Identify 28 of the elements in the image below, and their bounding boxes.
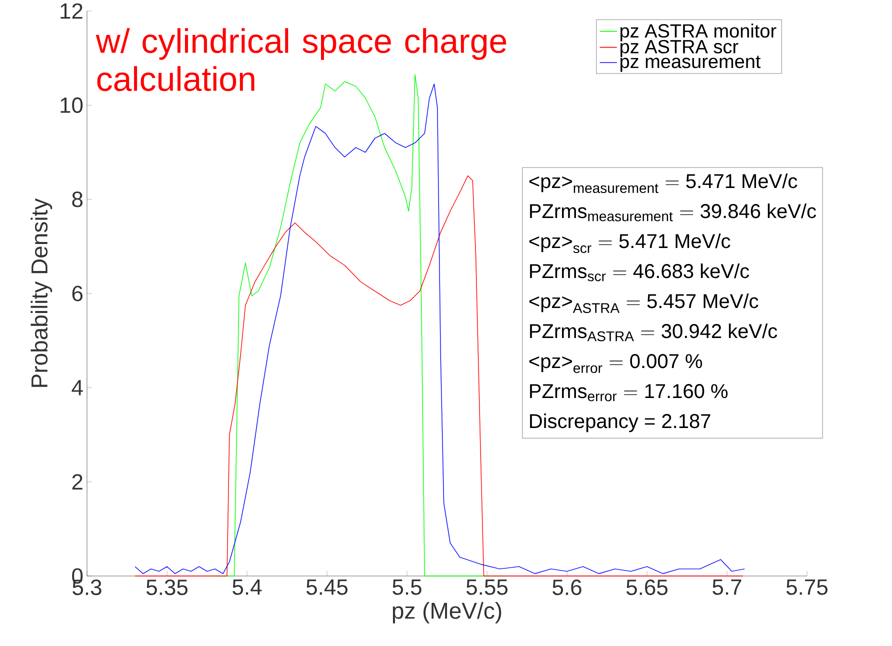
y-tick-label: 8 (72, 192, 83, 208)
x-tick-label: 5.45 (306, 580, 348, 595)
x-tick-label: 5.65 (626, 580, 668, 596)
y-tick-label: 2 (72, 474, 82, 490)
x-tick-label: 5.5 (392, 580, 422, 595)
x-tick-label: 5.6 (552, 580, 582, 596)
annotation: $\text{PZrms}_{\text{ASTRA}} = \text{30.942 keV/c}$ (530, 324, 778, 342)
x-tick-label: 5.4 (232, 580, 262, 595)
annotation: $\text{<pz>}_{\text{error}} = \text{0.007 \%}$ (529, 354, 702, 374)
y-tick-label: 12 (60, 3, 82, 19)
annotation: $\text{<pz>}_{\text{measurement}} = \text{5.471 MeV/c}$ (529, 174, 798, 194)
annotation: $\text{PZrms}_{\text{measurement}} = \text{39.846 keV/c}$ (530, 204, 816, 222)
x-tick-label: 5.35 (146, 580, 188, 596)
x-tick-label: 5.55 (466, 580, 508, 595)
y-tick-label: 6 (72, 286, 83, 302)
annotation: $\text{<pz>}_{\text{scr}} = \text{5.471 MeV/c}$ (529, 234, 730, 254)
annotation: Discrepancy = 2.187 (530, 414, 710, 432)
legend-label: pz ASTRA monitor (620, 24, 776, 42)
y-axis-title: Probability Density (30, 198, 52, 387)
y-tick-label: 4 (72, 380, 83, 396)
x-axis-title: pz (MeV/c) (392, 602, 502, 624)
annotation: $\text{PZrms}_{\text{error}} = \text{17.160 \%}$ (530, 384, 728, 402)
annotation: $\text{PZrms}_{\text{scr}} = \text{46.683 keV/c}$ (530, 264, 750, 282)
x-tick-label: 5.75 (786, 580, 828, 595)
y-tick-label: 10 (60, 97, 83, 113)
annotation: w/ cylindrical space charge calculation (96, 28, 506, 92)
annotation: $\text{<pz>}_{\text{ASTRA}} = \text{5.457 MeV/c}$ (529, 294, 758, 314)
x-tick-label: 5.7 (712, 580, 742, 595)
